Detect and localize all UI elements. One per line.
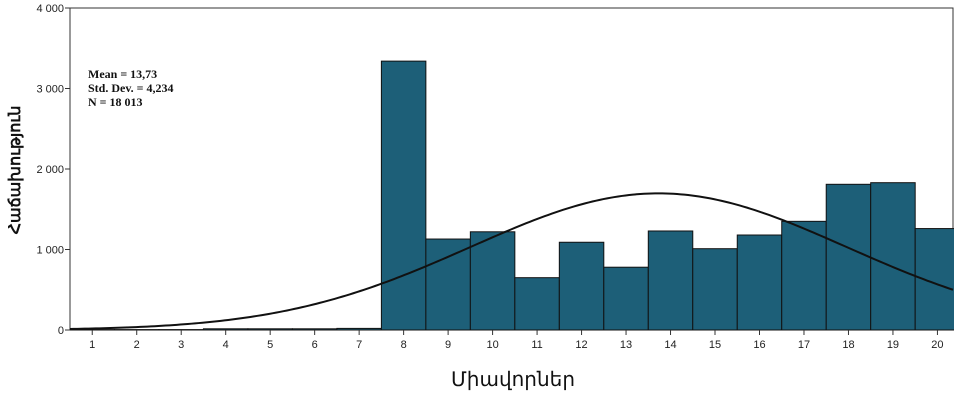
x-tick-label-20: 20 — [931, 339, 943, 351]
x-tick-label-3: 3 — [178, 339, 184, 351]
y-tick-label-3000: 3 000 — [36, 84, 64, 96]
x-tick-label-12: 12 — [575, 339, 587, 351]
x-tick-label-6: 6 — [312, 339, 318, 351]
x-tick-label-9: 9 — [445, 339, 451, 351]
stats-box: Mean = 13,73 Std. Dev. = 4,234 N = 18 01… — [88, 67, 174, 109]
y-tick-label-1000: 1 000 — [36, 245, 64, 257]
bar-11 — [514, 277, 560, 331]
bar-14 — [647, 230, 694, 331]
bar-12 — [558, 241, 605, 331]
bar-10 — [469, 231, 516, 331]
x-tick-label-13: 13 — [620, 339, 632, 351]
x-tick-label-7: 7 — [356, 339, 362, 351]
x-tick-label-17: 17 — [798, 339, 810, 351]
stats-std-dev: Std. Dev. = 4,234 — [88, 81, 174, 95]
bar-13 — [603, 266, 649, 331]
stats-mean: Mean = 13,73 — [88, 67, 157, 81]
y-tick-label-4000: 4 000 — [36, 3, 64, 15]
x-tick-label-4: 4 — [223, 339, 229, 351]
histogram-bars — [69, 60, 954, 331]
normal-curve-line — [69, 192, 954, 330]
x-tick-label-15: 15 — [709, 339, 721, 351]
x-tick-label-14: 14 — [664, 339, 676, 351]
stats-n: N = 18 013 — [88, 95, 143, 109]
y-tick-label-2000: 2 000 — [36, 164, 64, 176]
bar-17 — [781, 220, 827, 331]
x-tick-label-18: 18 — [842, 339, 854, 351]
bar-6 — [291, 328, 338, 331]
bar-5 — [247, 328, 293, 331]
bar-15 — [692, 248, 738, 331]
x-tick-label-2: 2 — [134, 339, 140, 351]
x-tick-label-16: 16 — [753, 339, 765, 351]
y-axis: 0 1 000 2 000 3 000 4 000 — [36, 3, 70, 337]
bar-4 — [202, 328, 249, 331]
y-tick-label-0: 0 — [58, 325, 64, 337]
x-tick-label-1: 1 — [89, 339, 95, 351]
bar-8 — [380, 60, 427, 331]
x-tick-label-5: 5 — [267, 339, 273, 351]
y-axis-title: Հաճախություն — [7, 106, 24, 235]
x-tick-label-10: 10 — [486, 339, 498, 351]
x-axis: 1 2 3 4 5 6 7 8 9 10 11 12 13 14 15 16 17 18 19 20 — [89, 330, 944, 351]
x-tick-label-19: 19 — [887, 339, 899, 351]
bar-16 — [736, 234, 783, 331]
bar-9 — [425, 238, 471, 331]
x-tick-label-8: 8 — [401, 339, 407, 351]
bar-18 — [825, 183, 872, 331]
x-tick-label-11: 11 — [531, 339, 542, 351]
normal-curve — [69, 192, 954, 330]
x-axis-title: Միավորներ — [451, 369, 575, 391]
bar-19 — [870, 182, 916, 331]
bar-7 — [336, 327, 382, 331]
